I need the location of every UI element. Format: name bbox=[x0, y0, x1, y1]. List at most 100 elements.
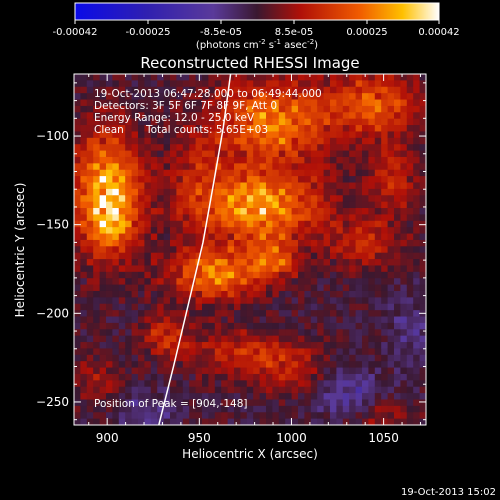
heatmap-pixel bbox=[163, 361, 171, 369]
heatmap-pixel bbox=[323, 233, 331, 241]
heatmap-pixel bbox=[246, 144, 254, 152]
heatmap-pixel bbox=[272, 227, 280, 235]
heatmap-pixel bbox=[227, 163, 235, 171]
heatmap-pixel bbox=[349, 182, 357, 190]
heatmap-pixel bbox=[278, 265, 286, 273]
heatmap-pixel bbox=[266, 99, 273, 107]
heatmap-pixel bbox=[189, 335, 197, 343]
heatmap-pixel bbox=[394, 246, 401, 254]
heatmap-pixel bbox=[170, 144, 177, 152]
heatmap-pixel bbox=[93, 125, 101, 133]
heatmap-pixel bbox=[93, 156, 101, 164]
heatmap-pixel bbox=[125, 342, 133, 350]
heatmap-pixel bbox=[189, 233, 197, 241]
heatmap-pixel bbox=[317, 361, 325, 369]
heatmap-pixel bbox=[234, 297, 241, 305]
heatmap-pixel bbox=[310, 137, 318, 145]
heatmap-pixel bbox=[144, 316, 152, 324]
heatmap-pixel bbox=[112, 137, 120, 145]
heatmap-pixel bbox=[86, 86, 94, 94]
heatmap-pixel bbox=[355, 105, 363, 113]
heatmap-pixel bbox=[323, 290, 331, 298]
heatmap-pixel bbox=[285, 233, 293, 241]
annotation-clean: Clean bbox=[94, 124, 124, 136]
heatmap-pixel bbox=[170, 297, 177, 305]
heatmap-pixel bbox=[259, 278, 267, 286]
heatmap-pixel bbox=[80, 297, 88, 305]
heatmap-pixel bbox=[406, 93, 414, 101]
heatmap-pixel bbox=[86, 131, 94, 139]
heatmap-pixel bbox=[285, 322, 293, 330]
heatmap-pixel bbox=[266, 342, 273, 350]
heatmap-pixel bbox=[259, 405, 267, 413]
heatmap-pixel bbox=[317, 208, 325, 215]
heatmap-pixel bbox=[170, 80, 177, 88]
heatmap-pixel bbox=[99, 169, 107, 177]
heatmap-pixel bbox=[336, 399, 344, 407]
heatmap-pixel bbox=[342, 367, 350, 375]
heatmap-pixel bbox=[278, 99, 286, 107]
heatmap-pixel bbox=[208, 233, 216, 241]
heatmap-pixel bbox=[291, 297, 299, 305]
heatmap-pixel bbox=[208, 418, 216, 425]
heatmap-pixel bbox=[387, 208, 395, 215]
heatmap-pixel bbox=[163, 322, 171, 330]
heatmap-pixel bbox=[208, 342, 216, 350]
heatmap-pixel bbox=[93, 348, 101, 356]
heatmap-pixel bbox=[291, 208, 299, 215]
heatmap-pixel bbox=[259, 354, 267, 362]
heatmap-pixel bbox=[202, 105, 209, 113]
heatmap-pixel bbox=[240, 80, 248, 88]
heatmap-pixel bbox=[278, 271, 286, 279]
heatmap-pixel bbox=[394, 290, 401, 298]
heatmap-pixel bbox=[118, 195, 126, 203]
heatmap-pixel bbox=[131, 169, 139, 177]
heatmap-pixel bbox=[394, 297, 401, 305]
heatmap-pixel bbox=[157, 380, 165, 388]
heatmap-pixel bbox=[259, 265, 267, 273]
heatmap-pixel bbox=[330, 399, 337, 407]
heatmap-pixel bbox=[246, 80, 254, 88]
heatmap-pixel bbox=[381, 176, 389, 184]
heatmap-pixel bbox=[291, 399, 299, 407]
heatmap-pixel bbox=[413, 227, 421, 235]
heatmap-pixel bbox=[202, 329, 209, 337]
heatmap-pixel bbox=[227, 156, 235, 164]
heatmap-pixel bbox=[176, 112, 184, 120]
heatmap-pixel bbox=[400, 271, 408, 279]
heatmap-pixel bbox=[189, 278, 197, 286]
heatmap-pixel bbox=[266, 137, 273, 145]
heatmap-pixel bbox=[112, 290, 120, 298]
heatmap-pixel bbox=[182, 361, 190, 369]
heatmap-pixel bbox=[285, 386, 293, 394]
heatmap-pixel bbox=[163, 118, 171, 126]
heatmap-pixel bbox=[163, 188, 171, 196]
heatmap-pixel bbox=[144, 265, 152, 273]
heatmap-pixel bbox=[195, 80, 203, 88]
heatmap-pixel bbox=[221, 297, 229, 305]
heatmap-pixel bbox=[74, 297, 81, 305]
heatmap-pixel bbox=[355, 354, 363, 362]
heatmap-pixel bbox=[406, 259, 414, 267]
heatmap-pixel bbox=[144, 399, 152, 407]
heatmap-pixel bbox=[349, 290, 357, 298]
heatmap-pixel bbox=[362, 259, 369, 267]
heatmap-pixel bbox=[278, 278, 286, 286]
heatmap-pixel bbox=[74, 380, 81, 388]
heatmap-pixel bbox=[291, 74, 299, 81]
heatmap-pixel bbox=[394, 265, 401, 273]
heatmap-pixel bbox=[368, 156, 376, 164]
heatmap-pixel bbox=[246, 354, 254, 362]
heatmap-pixel bbox=[419, 322, 426, 330]
heatmap-pixel bbox=[150, 125, 158, 133]
heatmap-pixel bbox=[285, 118, 293, 126]
heatmap-pixel bbox=[400, 380, 408, 388]
heatmap-pixel bbox=[106, 137, 113, 145]
heatmap-pixel bbox=[253, 99, 261, 107]
heatmap-pixel bbox=[99, 208, 107, 215]
heatmap-pixel bbox=[74, 74, 81, 81]
heatmap-pixel bbox=[86, 265, 94, 273]
heatmap-pixel bbox=[323, 80, 331, 88]
heatmap-pixel bbox=[125, 252, 133, 260]
heatmap-pixel bbox=[227, 278, 235, 286]
